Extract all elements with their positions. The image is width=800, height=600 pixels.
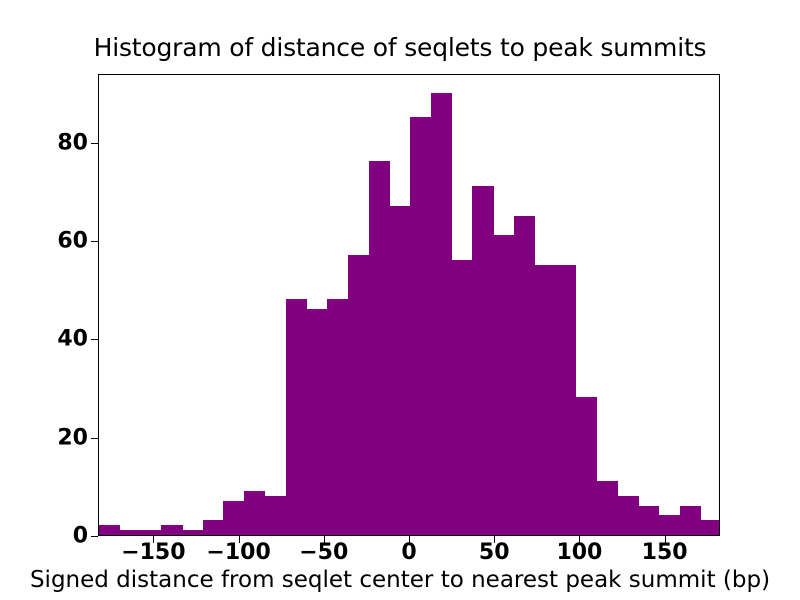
- histogram-bar: [575, 397, 598, 535]
- histogram-bar: [451, 259, 473, 535]
- histogram-bar: [368, 161, 390, 535]
- histogram-bar: [534, 264, 556, 535]
- x-axis-label: Signed distance from seqlet center to ne…: [29, 567, 771, 593]
- y-axis-tick-mark: [91, 536, 98, 537]
- histogram-bar: [410, 117, 432, 535]
- histogram-bar: [555, 264, 577, 535]
- chart-title: Histogram of distance of seqlets to peak…: [93, 33, 707, 62]
- x-axis-tick-mark: [579, 536, 581, 543]
- x-axis-tick-label: 150: [641, 540, 688, 565]
- plot-area: [99, 75, 719, 535]
- histogram-bar: [285, 299, 307, 535]
- x-axis-tick-mark: [494, 536, 496, 543]
- histogram-bar: [327, 299, 349, 535]
- histogram-bar: [223, 500, 245, 535]
- y-axis-tick-mark: [91, 437, 98, 439]
- histogram-bar: [472, 186, 494, 535]
- y-axis-tick-label: 20: [57, 425, 88, 451]
- x-axis-tick-label: −50: [299, 540, 349, 565]
- histogram-bar: [202, 520, 224, 535]
- x-axis-tick-label: 100: [556, 540, 603, 565]
- y-axis-tick-label: 0: [72, 523, 88, 549]
- plot-frame: [98, 74, 720, 536]
- histogram-bar: [119, 530, 142, 535]
- histogram-bar: [513, 215, 535, 535]
- x-axis-tick-label: 0: [401, 540, 417, 565]
- y-axis-tick-label: 40: [57, 326, 88, 352]
- x-axis-tick-mark: [409, 536, 410, 543]
- histogram-bar: [679, 505, 701, 535]
- histogram-bar: [140, 530, 162, 535]
- histogram-bar: [658, 515, 681, 535]
- histogram-bar: [244, 490, 266, 535]
- y-axis-tick-label: 60: [57, 228, 88, 254]
- histogram-bar: [389, 205, 411, 535]
- histogram-bar: [492, 235, 515, 535]
- x-axis-tick-mark: [664, 536, 666, 543]
- histogram-bar: [347, 254, 370, 535]
- histogram-bar: [306, 308, 328, 535]
- y-axis-tick-mark: [91, 142, 98, 144]
- histogram-bar: [161, 525, 183, 535]
- histogram-bar: [700, 520, 719, 535]
- histogram-bar: [638, 505, 660, 535]
- y-axis-tick-mark: [91, 339, 98, 341]
- x-axis-tick-mark: [323, 536, 325, 543]
- histogram-bar: [264, 495, 287, 535]
- histogram-bar: [596, 480, 618, 535]
- histogram-bar: [181, 530, 204, 535]
- y-axis-tick-mark: [91, 241, 98, 243]
- histogram-bar: [430, 92, 453, 535]
- x-axis-tick-mark: [153, 536, 155, 543]
- x-axis-tick-label: −100: [206, 540, 271, 565]
- histogram-bar: [617, 495, 639, 535]
- x-axis-tick-label: 50: [478, 540, 510, 565]
- histogram-bar: [99, 525, 121, 535]
- x-axis-tick-label: −150: [121, 540, 186, 565]
- x-axis-tick-mark: [238, 536, 240, 543]
- y-axis-tick-label: 80: [57, 130, 88, 156]
